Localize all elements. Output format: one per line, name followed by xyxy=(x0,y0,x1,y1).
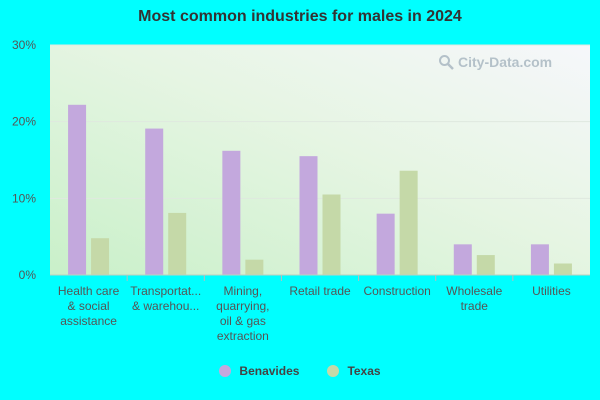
bar-benavides xyxy=(376,213,395,275)
bar-texas xyxy=(245,259,264,275)
x-tick-label: & warehou... xyxy=(132,299,199,313)
x-tick-label: quarrying, xyxy=(216,299,269,313)
x-tick-label: Transportat... xyxy=(130,284,201,298)
bar-benavides xyxy=(453,244,472,275)
x-tick-label: Wholesale xyxy=(446,284,502,298)
bar-benavides xyxy=(299,156,318,275)
x-tick-label: Health care xyxy=(58,284,120,298)
legend-label-benavides: Benavides xyxy=(239,364,300,378)
bar-texas xyxy=(322,194,341,275)
bar-benavides xyxy=(530,244,549,275)
x-tick-label: extraction xyxy=(217,329,269,343)
bar-texas xyxy=(553,263,572,275)
x-tick-label: trade xyxy=(461,299,489,313)
y-tick-label: 10% xyxy=(12,191,36,205)
bar-texas xyxy=(399,170,418,275)
watermark: City-Data.com xyxy=(438,54,552,70)
plot-area xyxy=(50,45,590,275)
x-tick-label: & social xyxy=(68,299,110,313)
y-tick-label: 20% xyxy=(12,115,36,129)
x-tick-label: Mining, xyxy=(224,284,263,298)
bar-texas xyxy=(476,255,495,275)
bar-texas xyxy=(168,212,187,275)
legend-item-texas: Texas xyxy=(327,364,381,378)
y-tick-label: 0% xyxy=(19,268,37,282)
bar-benavides xyxy=(68,104,87,275)
x-tick-label: oil & gas xyxy=(220,314,266,328)
magnifier-icon xyxy=(439,55,454,70)
x-tick-label: assistance xyxy=(60,314,117,328)
bar-benavides xyxy=(222,150,241,275)
bar-benavides xyxy=(145,128,164,275)
bar-texas xyxy=(91,238,110,275)
legend-swatch-benavides xyxy=(219,365,232,377)
legend: Benavides Texas xyxy=(0,364,600,378)
y-tick-label: 30% xyxy=(12,38,36,52)
x-tick-label: Utilities xyxy=(532,284,571,298)
legend-swatch-texas xyxy=(327,365,340,377)
legend-item-benavides: Benavides xyxy=(219,364,299,378)
watermark-text: City-Data.com xyxy=(458,54,553,70)
x-tick-label: Retail trade xyxy=(289,284,351,298)
x-tick-label: Construction xyxy=(363,284,430,298)
legend-label-texas: Texas xyxy=(347,364,381,378)
chart-title: Most common industries for males in 2024 xyxy=(138,8,462,25)
